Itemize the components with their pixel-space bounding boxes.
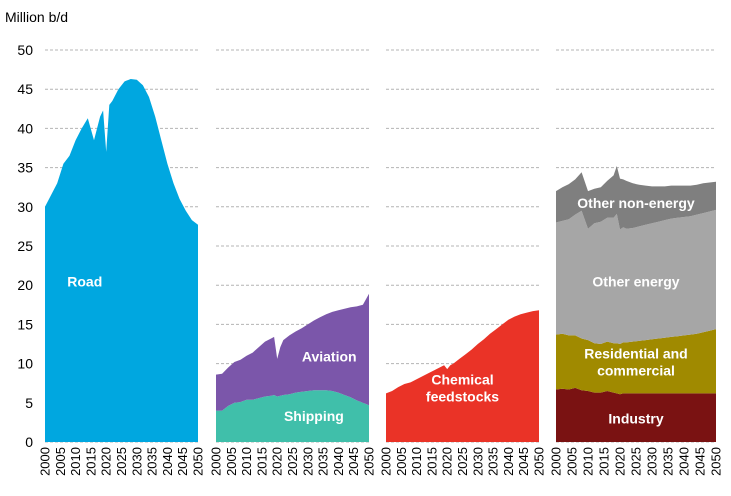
label-other-energy: Other energy xyxy=(592,273,679,289)
x-tick-label: 2000 xyxy=(209,447,224,476)
x-tick-label: 2045 xyxy=(175,447,190,476)
area-aviation xyxy=(216,293,369,411)
x-tick-label: 2045 xyxy=(693,447,708,476)
label-shipping: Shipping xyxy=(284,408,344,424)
x-tick-label: 2025 xyxy=(114,447,129,476)
x-tick-label: 2020 xyxy=(613,447,628,476)
label-residential-and-commercial: commercial xyxy=(597,363,675,379)
y-axis-ticks: 0 5 10 15 20 25 30 35 40 45 50 xyxy=(17,42,33,450)
x-tick-label: 2030 xyxy=(470,447,485,476)
area-other-non-energy xyxy=(556,166,716,230)
area-chemical-feedstocks xyxy=(386,310,539,442)
x-tick-label: 2030 xyxy=(129,447,144,476)
y-tick-label: 35 xyxy=(17,160,33,176)
x-tick-label: 2020 xyxy=(440,447,455,476)
x-tick-label: 2040 xyxy=(501,447,516,476)
y-tick-label: 50 xyxy=(17,42,33,58)
x-tick-label: 2025 xyxy=(285,447,300,476)
label-road: Road xyxy=(67,273,102,289)
label-industry: Industry xyxy=(608,410,663,426)
x-tick-label: 2050 xyxy=(362,447,377,476)
x-tick-label: 2050 xyxy=(191,447,206,476)
x-tick-label: 2025 xyxy=(629,447,644,476)
x-tick-label: 2010 xyxy=(239,447,254,476)
y-tick-label: 15 xyxy=(17,316,33,332)
x-tick-label: 2000 xyxy=(38,447,53,476)
x-tick-label: 2045 xyxy=(346,447,361,476)
x-tick-label: 2030 xyxy=(645,447,660,476)
y-tick-label: 20 xyxy=(17,277,33,293)
x-tick-label: 2015 xyxy=(424,447,439,476)
area-industry xyxy=(556,387,716,442)
x-tick-label: 2010 xyxy=(581,447,596,476)
label-aviation: Aviation xyxy=(302,349,357,365)
x-tick-label: 2020 xyxy=(99,447,114,476)
label-other-non-energy: Other non-energy xyxy=(577,195,695,211)
x-tick-label: 2035 xyxy=(661,447,676,476)
y-tick-label: 25 xyxy=(17,238,33,254)
x-tick-label: 2045 xyxy=(516,447,531,476)
x-tick-label: 2050 xyxy=(709,447,724,476)
x-tick-label: 2050 xyxy=(532,447,547,476)
label-chemical-feedstocks: feedstocks xyxy=(426,388,499,404)
y-tick-label: 10 xyxy=(17,356,33,372)
x-tick-label: 2015 xyxy=(597,447,612,476)
x-tick-label: 2015 xyxy=(254,447,269,476)
x-tick-label: 2030 xyxy=(300,447,315,476)
x-tick-label: 2000 xyxy=(549,447,564,476)
x-tick-label: 2005 xyxy=(565,447,580,476)
y-tick-label: 40 xyxy=(17,120,33,136)
area-other-energy xyxy=(556,209,716,344)
y-axis-unit-label: Million b/d xyxy=(5,9,68,25)
y-tick-label: 45 xyxy=(17,81,33,97)
y-tick-label: 5 xyxy=(25,395,33,411)
x-tick-label: 2005 xyxy=(53,447,68,476)
x-tick-label: 2040 xyxy=(677,447,692,476)
panel-2: Shipping Aviation 2000 2005 2010 2015 2020 2025… xyxy=(209,293,377,476)
x-tick-label: 2015 xyxy=(83,447,98,476)
x-tick-label: 2040 xyxy=(160,447,175,476)
y-tick-label: 30 xyxy=(17,199,33,215)
x-tick-label: 2000 xyxy=(379,447,394,476)
x-tick-label: 2010 xyxy=(68,447,83,476)
area-shipping xyxy=(216,390,369,442)
x-tick-label: 2005 xyxy=(224,447,239,476)
x-tick-label: 2025 xyxy=(455,447,470,476)
x-tick-label: 2035 xyxy=(316,447,331,476)
label-chemical-feedstocks: Chemical xyxy=(431,371,493,387)
label-residential-and-commercial: Residential and xyxy=(584,346,687,362)
x-tick-label: 2005 xyxy=(394,447,409,476)
panel-1: Road 2000 2005 2010 2015 2020 2025 2030 2035 2040… xyxy=(38,79,206,476)
x-tick-label: 2010 xyxy=(409,447,424,476)
x-tick-label: 2020 xyxy=(270,447,285,476)
area-residential-and-commercial xyxy=(556,329,716,395)
x-tick-label: 2035 xyxy=(486,447,501,476)
x-tick-label: 2040 xyxy=(331,447,346,476)
x-tick-label: 2035 xyxy=(145,447,160,476)
y-tick-label: 0 xyxy=(25,434,33,450)
area-road xyxy=(45,79,198,442)
